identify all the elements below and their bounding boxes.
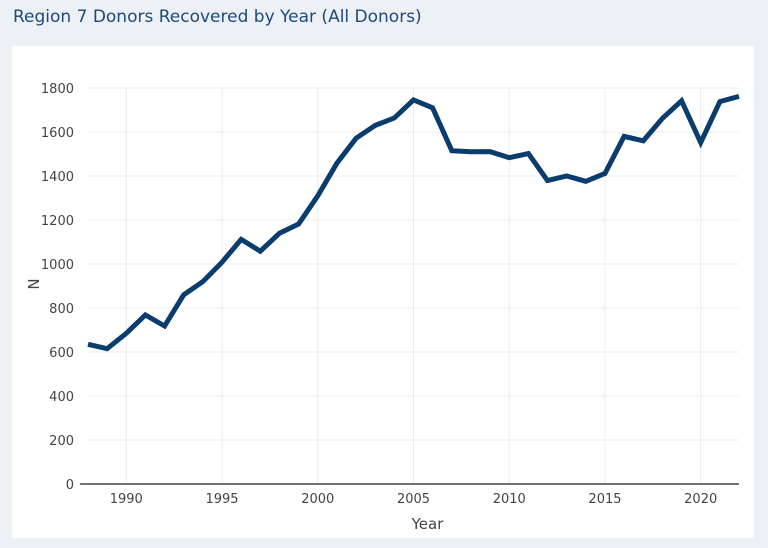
y-axis-title: N: [25, 278, 43, 289]
x-axis-title: Year: [411, 515, 445, 533]
x-tick-label: 1995: [205, 492, 238, 507]
y-tick-label: 800: [49, 302, 74, 317]
y-tick-label: 1600: [41, 126, 74, 141]
y-tick-label: 400: [49, 390, 74, 405]
tick-labels: 0 200 400 600 800 1000 1200 1400 1600 1800 1990 199…: [41, 82, 717, 507]
x-tick-label: 1990: [110, 492, 143, 507]
x-tick-label: 2000: [301, 492, 334, 507]
x-tick-label: 2020: [684, 492, 717, 507]
grid: [88, 87, 739, 484]
y-tick-label: 200: [49, 434, 74, 449]
y-tick-label: 1200: [41, 214, 74, 229]
line-chart: 0 200 400 600 800 1000 1200 1400 1600 1800 1990 199…: [25, 82, 740, 533]
chart-title: Region 7 Donors Recovered by Year (All D…: [13, 7, 422, 27]
y-tick-label: 1800: [41, 82, 74, 97]
y-tick-label: 600: [49, 346, 74, 361]
x-tick-label: 2010: [493, 492, 526, 507]
y-tick-label: 0: [66, 478, 74, 493]
x-tick-label: 2015: [588, 492, 621, 507]
y-tick-label: 1400: [41, 170, 74, 185]
series-group: [87, 93, 740, 352]
x-tick-label: 2005: [397, 492, 430, 507]
plot-card: 0 200 400 600 800 1000 1200 1400 1600 1800 1990 199…: [12, 46, 754, 538]
y-tick-label: 1000: [41, 258, 74, 273]
series-line: [87, 93, 740, 352]
